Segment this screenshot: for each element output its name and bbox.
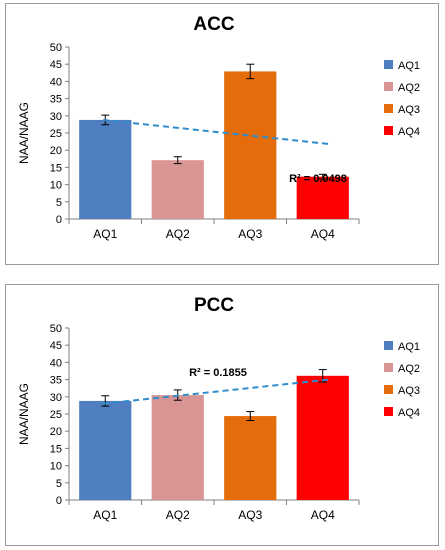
acc-legend-label-aq4: AQ4	[398, 126, 420, 138]
acc-y-tick-label: 30	[50, 111, 62, 123]
acc-r-squared-annotation: R² = 0.0498	[289, 173, 347, 185]
acc-x-tick-label: AQ1	[93, 227, 117, 241]
acc-bar-aq2	[151, 160, 204, 219]
acc-trendline	[103, 118, 329, 146]
pcc-chart: PCC NAA/NAAG 0 5 10 15 20 25 30 35 40 45 50 AQ1 AQ2 AQ3…	[17, 295, 420, 522]
pcc-chart-panel: PCC NAA/NAAG 0 5 10 15 20 25 30 35 40 45 50 AQ1 AQ2 AQ3…	[5, 284, 439, 546]
acc-x-tick-label: AQ3	[238, 227, 262, 241]
acc-legend-swatch-aq2	[384, 82, 393, 91]
pcc-x-tick-label: AQ3	[238, 508, 262, 522]
pcc-bar-aq2	[151, 395, 204, 500]
pcc-y-tick-label: 15	[50, 443, 62, 455]
pcc-legend-label-aq2: AQ2	[398, 363, 420, 375]
acc-y-tick-label: 50	[50, 42, 62, 54]
pcc-r-squared-annotation: R² = 0.1855	[189, 367, 247, 379]
pcc-y-tick-label: 45	[50, 340, 62, 352]
pcc-chart-title: PCC	[194, 295, 234, 316]
pcc-legend-label-aq3: AQ3	[398, 385, 420, 397]
pcc-y-axis-label: NAA/NAAG	[17, 383, 31, 445]
pcc-legend-swatch-aq2	[384, 363, 393, 372]
pcc-y-tick-label: 25	[50, 409, 62, 421]
pcc-y-tick-label: 5	[56, 478, 62, 490]
acc-legend-swatch-aq3	[384, 104, 393, 113]
pcc-x-tick-label: AQ1	[93, 508, 117, 522]
acc-y-tick-label: 25	[50, 128, 62, 140]
pcc-legend-swatch-aq4	[384, 407, 393, 416]
pcc-legend-swatch-aq3	[384, 385, 393, 394]
acc-y-tick-label: 15	[50, 162, 62, 174]
pcc-y-tick-label: 10	[50, 461, 62, 473]
pcc-y-tick-label: 40	[50, 357, 62, 369]
pcc-legend-swatch-aq1	[384, 341, 393, 350]
acc-chart-title: ACC	[193, 14, 234, 35]
pcc-bar-aq1	[79, 400, 132, 500]
acc-bar-aq3	[224, 71, 277, 219]
acc-y-tick-label: 40	[50, 76, 62, 88]
acc-y-tick-label: 45	[50, 59, 62, 71]
pcc-y-tick-label: 0	[56, 495, 62, 507]
acc-bar-aq4	[296, 176, 349, 219]
acc-chart-panel: ACC NAA/NAAG 0 5 10 15 20 25 30 35 40 45 50 AQ1 AQ2 AQ3…	[5, 3, 439, 265]
acc-y-tick-label: 0	[56, 214, 62, 226]
acc-legend-label-aq1: AQ1	[398, 60, 420, 72]
pcc-y-tick-label: 20	[50, 426, 62, 438]
acc-bar-aq1	[79, 119, 132, 219]
acc-x-tick-label: AQ2	[166, 227, 190, 241]
acc-y-tick-label: 20	[50, 145, 62, 157]
acc-y-axis-label: NAA/NAAG	[17, 102, 31, 164]
pcc-legend-label-aq1: AQ1	[398, 341, 420, 353]
pcc-y-tick-label: 50	[50, 323, 62, 335]
acc-legend-swatch-aq4	[384, 126, 393, 135]
pcc-y-tick-label: 30	[50, 392, 62, 404]
pcc-x-tick-label: AQ4	[311, 508, 335, 522]
pcc-bar-aq4	[296, 375, 349, 500]
pcc-bar-aq3	[224, 416, 277, 500]
acc-legend-label-aq2: AQ2	[398, 82, 420, 94]
acc-chart: ACC NAA/NAAG 0 5 10 15 20 25 30 35 40 45 50 AQ1 AQ2 AQ3…	[17, 14, 420, 241]
acc-y-tick-label: 10	[50, 180, 62, 192]
acc-legend-label-aq3: AQ3	[398, 104, 420, 116]
pcc-x-tick-label: AQ2	[166, 508, 190, 522]
pcc-legend-label-aq4: AQ4	[398, 407, 420, 419]
pcc-y-tick-label: 35	[50, 375, 62, 387]
acc-x-tick-label: AQ4	[311, 227, 335, 241]
acc-y-tick-label: 5	[56, 197, 62, 209]
pcc-trendline	[103, 378, 329, 405]
acc-legend-swatch-aq1	[384, 60, 393, 69]
acc-y-tick-label: 35	[50, 94, 62, 106]
